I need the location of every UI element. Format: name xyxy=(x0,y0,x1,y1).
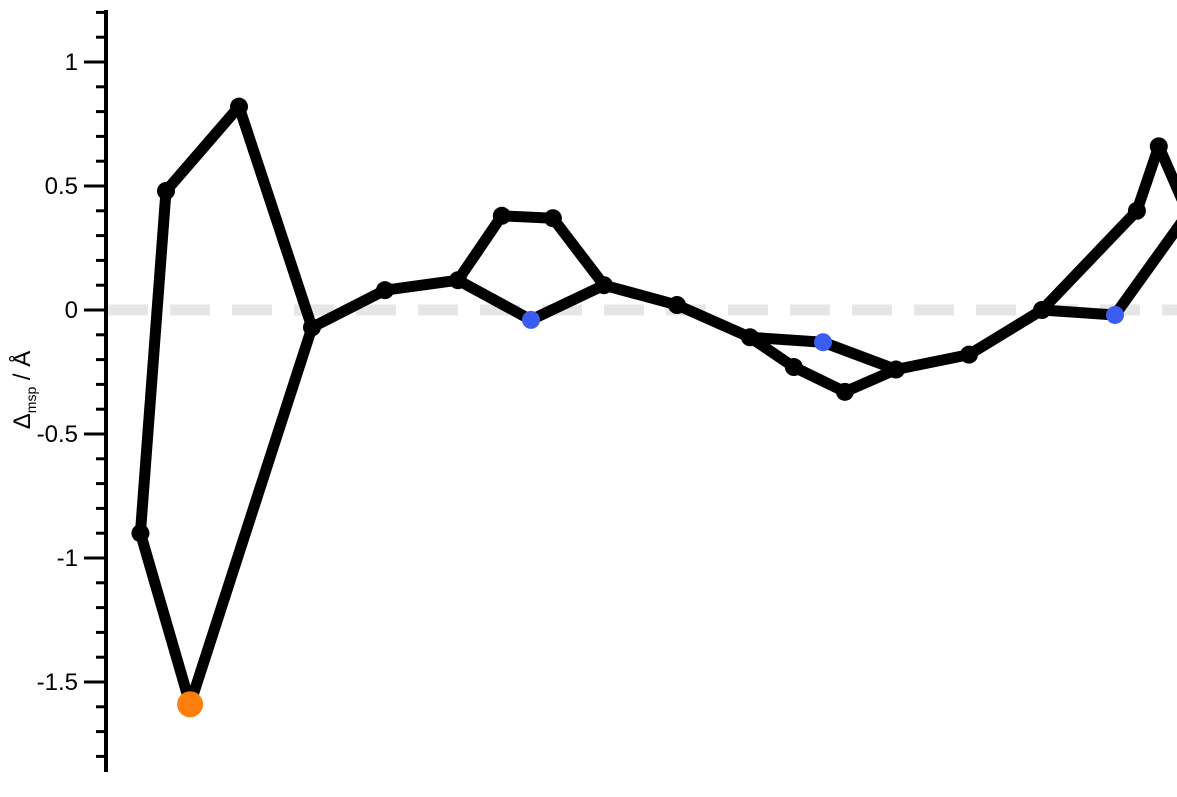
data-point xyxy=(376,281,394,300)
series-segment-2 xyxy=(306,210,610,333)
y-axis: 1 0.5 0 -0.5 -1 -1.5 xyxy=(37,10,108,772)
data-point xyxy=(1033,301,1051,319)
y-tick-label: 0 xyxy=(65,297,78,324)
data-point-highlight-blue xyxy=(1106,305,1124,324)
data-point-highlight-orange xyxy=(177,691,204,718)
data-point xyxy=(741,328,759,347)
data-point xyxy=(887,360,905,379)
data-point xyxy=(492,206,511,225)
y-axis-title-subscript: msp xyxy=(23,387,39,414)
series-line-layer xyxy=(134,101,1177,710)
data-point xyxy=(131,524,150,543)
y-tick-label: -0.5 xyxy=(37,421,78,448)
data-point-highlight-blue xyxy=(814,333,832,352)
y-tick-label: 1 xyxy=(65,49,78,76)
data-point xyxy=(1149,137,1168,156)
data-point xyxy=(303,318,321,337)
y-tick-label: 0.5 xyxy=(45,173,78,200)
series-segment-4 xyxy=(890,140,1177,375)
data-point xyxy=(449,271,467,290)
data-point xyxy=(784,358,803,377)
y-axis-title-symbol: Δ xyxy=(9,413,36,429)
series-marker-layer xyxy=(131,97,1168,718)
data-point xyxy=(668,296,686,315)
data-point xyxy=(157,181,175,200)
series-segment-3 xyxy=(598,279,902,398)
data-point xyxy=(835,382,854,401)
data-point xyxy=(543,209,562,228)
data-point xyxy=(230,97,248,116)
y-axis-title-unit: / Å xyxy=(8,351,36,387)
data-point-highlight-blue xyxy=(522,310,540,329)
data-point xyxy=(960,345,978,364)
y-tick-label: -1.5 xyxy=(37,669,78,696)
y-axis-title: Δmsp / Å xyxy=(8,351,39,430)
data-point xyxy=(595,276,613,295)
data-point xyxy=(1127,201,1146,220)
series-segment-1 xyxy=(134,101,318,710)
y-tick-label: -1 xyxy=(57,545,78,572)
